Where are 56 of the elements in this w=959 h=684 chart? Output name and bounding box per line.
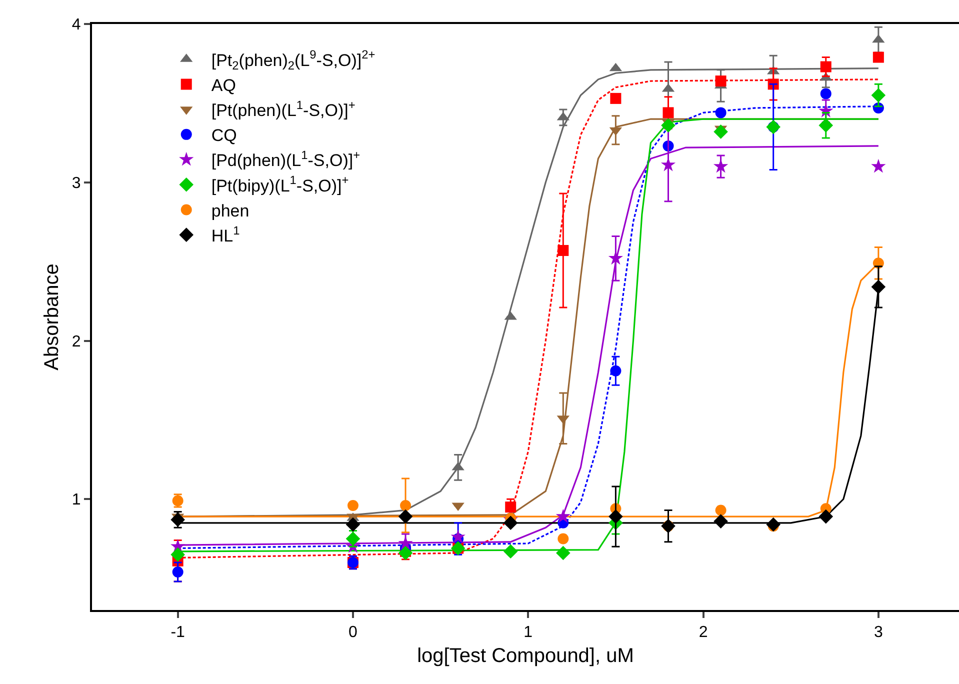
- point: [871, 88, 886, 102]
- point: [713, 158, 728, 173]
- point: [820, 61, 832, 72]
- point: [714, 124, 728, 139]
- point: [346, 517, 360, 532]
- legend-label: AQ: [211, 76, 236, 95]
- legend-label: CQ: [211, 126, 237, 146]
- y-tick-label: 3: [72, 174, 81, 192]
- point: [661, 118, 676, 133]
- point: [503, 544, 518, 559]
- point: [558, 244, 569, 256]
- x-tick-label: 0: [348, 624, 358, 642]
- point: [610, 365, 622, 376]
- legend-label: HL$^{1}$: [211, 223, 240, 246]
- point: [346, 532, 360, 546]
- x-tick-label: 3: [874, 624, 883, 642]
- y-tick-label: 2: [72, 333, 81, 350]
- point: [170, 547, 185, 562]
- x-tick-label: 2: [698, 624, 708, 642]
- point: [818, 118, 834, 133]
- point: [558, 533, 569, 544]
- point: [715, 107, 726, 118]
- point: [820, 88, 832, 100]
- x-axis-title: log[Test Compound], uM: [417, 645, 634, 668]
- point: [715, 76, 726, 87]
- point: [662, 107, 674, 118]
- point: [556, 508, 570, 523]
- y-tick-label: 1: [72, 492, 81, 509]
- point: [608, 509, 623, 524]
- x-tick-label: 1: [524, 624, 533, 642]
- point: [766, 517, 780, 532]
- point: [871, 280, 886, 294]
- legend-label: [Pt$_{2}$(phen)$_{2}$(L$^{9}$-S,O)]$^{2+}$: [211, 48, 376, 72]
- point: [872, 52, 884, 63]
- point: [608, 250, 624, 265]
- point: [610, 92, 622, 104]
- x-tick-label: -1: [170, 624, 186, 642]
- point: [400, 500, 412, 511]
- point: [347, 500, 358, 511]
- point: [503, 516, 518, 530]
- point: [172, 566, 184, 578]
- legend-label: [Pt(bipy)(L$^{1}$-S,O)]$^{+}$: [211, 173, 349, 196]
- legend-label: phen: [211, 201, 250, 220]
- point: [871, 158, 886, 173]
- point: [170, 512, 185, 527]
- y-tick-label: 4: [72, 16, 81, 34]
- y-axis-title: Absorbance: [40, 264, 63, 370]
- legend-label: [Pd(phen)(L$^{1}$-S,O)]$^{+}$: [211, 148, 360, 170]
- point: [556, 546, 570, 560]
- point: [715, 504, 726, 516]
- point: [818, 509, 834, 524]
- point: [398, 509, 413, 524]
- legend-label: [Pt(phen)(L$^{1}$-S,O)]$^{+}$: [211, 98, 356, 120]
- point: [714, 514, 728, 528]
- point: [505, 502, 516, 513]
- point: [450, 529, 466, 544]
